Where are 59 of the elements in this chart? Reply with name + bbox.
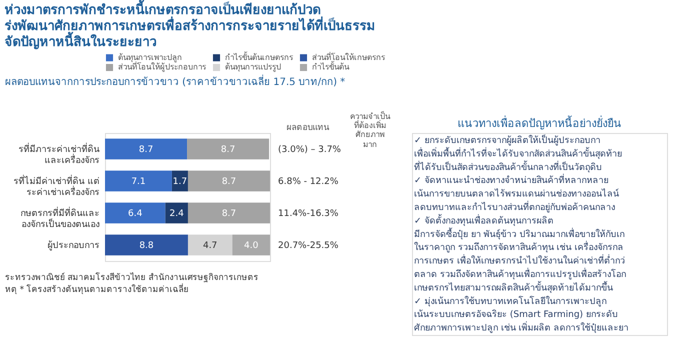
chart-subtitle: ผลตอบแทนจากการประกอบการข้าวขาว (ราคาข้าวขาวเฉลี่ย 17.5 บาท/กก) * xyxy=(5,74,346,88)
legend-label: ต้นทุนการแปรรูป xyxy=(225,62,281,72)
y-tick-label: ผู้ประกอบการ xyxy=(48,240,100,251)
data-label: 8.7 xyxy=(138,145,154,155)
bar xyxy=(165,202,188,224)
text: แนวทางเพื่อลดปัญหาหนี้อย่างยั่งยืน xyxy=(458,115,622,130)
bar xyxy=(172,170,188,192)
data-label: 8.8 xyxy=(139,241,154,251)
bar xyxy=(188,202,270,224)
y-tick-label: รที่มีภาระค่าเช่าที่ดิน และเครื่องจักร xyxy=(18,142,100,166)
text: 20.7%-25.5% xyxy=(278,241,339,251)
text: เน้นการขายบนตลาดไร้พรมแดนผ่านช่องทางออนไลน์ xyxy=(414,188,619,200)
text: เกษตรกรไทยสามารถผลิตสินค้าขั้นสุดท้ายได้มากขึ้น xyxy=(414,280,613,294)
legend-label: ส่วนที่โอนให้ผู้ประกอบการ xyxy=(118,60,207,72)
legend-label: กำไรขั้นต้น xyxy=(312,60,350,72)
legend-label: กำไรขั้นต้นเกษตรกร xyxy=(225,50,294,62)
bar xyxy=(105,234,188,256)
bar xyxy=(188,234,232,256)
data-label: 8.7 xyxy=(222,177,236,187)
text: ตลาด รวมถึงจัดหาสินค้าทุนเพื่อการแปรรูปเพื่อสร้างโอก xyxy=(414,267,626,280)
text: ✓ จัดหาแนะนำช่องทางจำหน่ายสินค้าที่หลากหลาย xyxy=(414,173,608,186)
data-label: 4.7 xyxy=(202,241,218,251)
bar xyxy=(105,202,166,224)
text: มีการจัดซื้อปุ๋ย ยา พันธุ์ข้าว ปริมาณมากเพื่อขายให้กับเก xyxy=(414,226,625,240)
data-label: 7.1 xyxy=(131,177,146,187)
text: หตุ * โครงสร้างต้นทุนตามตารางใช้ตามค่าเฉลี่ย xyxy=(5,283,189,295)
text: การเกษตร เพื่อให้เกษตรกรนำไปใช้งานในค่าเช่าที่ต่ำกว่ xyxy=(414,254,625,267)
text: 6.8% - 12.2% xyxy=(278,177,339,187)
data-label: 2.4 xyxy=(169,209,184,219)
y-tick-label: กษตรกรที่มีที่ดินและ องจักรเป็นของตนเอง xyxy=(20,206,100,230)
text: ✓ มุ่งเน้นการใช้บทบาทเทคโนโลยีในการเพาะปลูก xyxy=(414,296,606,307)
bar xyxy=(105,170,172,192)
text: ลดบทบาทและกำไรบางส่วนที่ตกอยู่กับพ่อค้าคนกลาง xyxy=(414,200,615,213)
data-label: 1.7 xyxy=(172,177,188,187)
y-tick-label: รที่ไม่มีค่าเช่าที่ดิน แต่ ระค่าเช่าเครื่องจักร xyxy=(14,174,100,198)
text: 11.4%-16.3% xyxy=(278,209,339,219)
text: (3.0%) – 3.7% xyxy=(278,145,342,155)
text: ✓ จัดตั้งกองทุนเพื่อลดต้นทุนการผลิต xyxy=(414,213,554,226)
legend-label: ส่วนที่โอนให้เกษตรกร xyxy=(312,50,386,62)
text: ระทรวงพาณิชย์ สมาคมโรงสีข้าวไทย สำนักงานเศรษฐกิจการเกษตร xyxy=(5,272,258,283)
text: เพื่อเพิ่มพื้นที่กำไรที่จะได้รับจากสัดส่วนสินค้าขั้นสุดท้าย xyxy=(414,146,622,160)
bar xyxy=(232,234,270,256)
bar xyxy=(188,170,270,192)
data-label: 4.0 xyxy=(244,241,259,251)
data-label: 8.7 xyxy=(220,145,236,155)
bar xyxy=(105,138,188,160)
text: ผลตอบแทน xyxy=(286,123,330,133)
text: มาก xyxy=(363,140,377,149)
legend-label: ต้นทุนการเพาะปลูก xyxy=(118,52,182,63)
text: ✓ ยกระดับเกษตรกรจากผู้ผลิตให้เป็นผู้ประกอบกา xyxy=(414,133,600,146)
chart-title: ห่วงมาตรการพักชำระหนี้เกษตรกรอาจเป็นเพียงยาแก้ปวด ร่งพัฒนาศักยภาพการเกษตรเพื่อสร้างการกระจายรายได้ที่เป็นธรรม จัดปัญหาหนี้สินในระยะยาว xyxy=(4,0,376,50)
data-label: 8.7 xyxy=(222,209,236,219)
bar xyxy=(187,138,270,160)
text: ศักยภาพการเพาะปลูก เช่น เพิ่มผลิต ลดการใช้ปุ๋ยและยา xyxy=(414,320,629,334)
text: ความจำเป็น ที่ต้องเพิ่ม ศักยภาพ xyxy=(350,111,391,139)
text: ที่ได้รับเป็นสัดส่วนของสินค้าขั้นกลางที่เป็นวัตถุดิบ xyxy=(414,160,602,173)
text: ในราคาถูก รวมถึงการจัดหาสินค้าทุน เช่น เครื่องจักรกล xyxy=(414,240,624,254)
text: เน้นระบบเกษตรอัจฉริยะ (Smart Farming) ยกระดับ xyxy=(414,309,618,320)
data-label: 6.4 xyxy=(128,209,143,219)
